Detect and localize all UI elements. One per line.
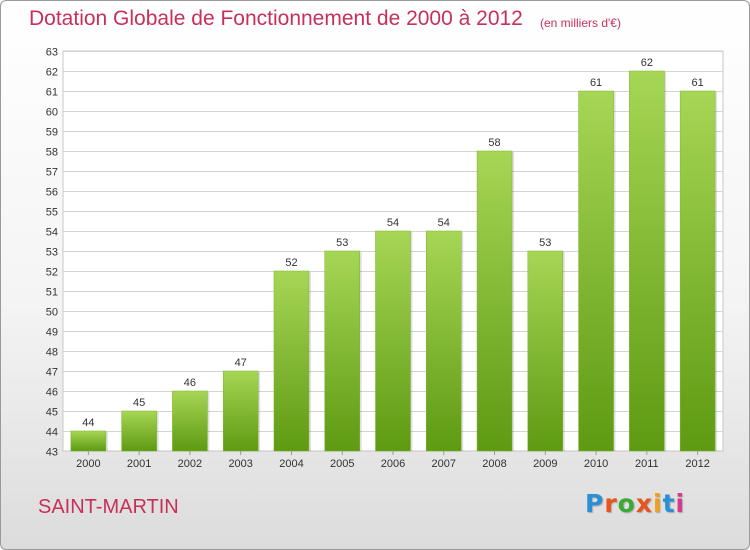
bar-value-label: 54 [438, 217, 450, 229]
y-tick-label: 56 [46, 187, 58, 199]
y-tick-label: 50 [46, 307, 58, 319]
bar-value-label: 61 [590, 77, 602, 89]
bar-layer [70, 70, 718, 452]
x-tick-label: 2009 [533, 458, 557, 470]
bar-value-label: 52 [285, 257, 297, 269]
y-tick-label: 54 [46, 227, 58, 239]
bar [121, 410, 157, 452]
commune-name: SAINT-MARTIN [38, 496, 179, 518]
y-tick-label: 59 [46, 127, 58, 139]
bar [426, 230, 462, 452]
logo-letter: i [653, 489, 663, 518]
x-tick-label: 2001 [127, 458, 151, 470]
x-tick-label: 2011 [635, 458, 659, 470]
x-tick-label: 2000 [76, 458, 100, 470]
x-tick-label: 2010 [584, 458, 608, 470]
logo-letter: o [617, 489, 636, 518]
bar-value-label: 44 [82, 417, 94, 429]
bar-value-label: 62 [641, 57, 653, 69]
x-tick-label: 2007 [432, 458, 456, 470]
y-tick-label: 43 [46, 447, 58, 459]
proxiti-logo[interactable]: Proxiti [585, 489, 685, 518]
x-tick-label: 2004 [279, 458, 303, 470]
bar-value-label: 58 [488, 137, 500, 149]
x-tick-label: 2005 [330, 458, 354, 470]
x-tick-label: 2002 [178, 458, 202, 470]
x-tick-label: 2012 [685, 458, 709, 470]
bar [679, 90, 716, 452]
bar [273, 270, 310, 452]
y-tick-label: 55 [46, 207, 58, 219]
bar-value-label: 53 [539, 237, 551, 249]
y-tick-label: 49 [46, 327, 58, 339]
logo-letter: P [585, 489, 605, 518]
logo-letter: t [662, 489, 676, 518]
y-tick-label: 46 [46, 387, 58, 399]
bar [527, 250, 564, 452]
y-tick-label: 58 [46, 147, 58, 159]
y-tick-label: 48 [46, 347, 58, 359]
bar [324, 250, 360, 452]
y-tick-label: 62 [46, 67, 58, 79]
bar-value-label: 47 [235, 357, 247, 369]
bar-value-label: 61 [691, 77, 703, 89]
y-tick-label: 60 [46, 107, 58, 119]
y-tick-label: 44 [46, 427, 58, 439]
bar [70, 430, 107, 452]
bar [172, 390, 208, 452]
bar-value-label: 54 [387, 217, 399, 229]
bar [476, 150, 513, 452]
y-tick-label: 63 [46, 47, 58, 59]
bar [629, 70, 665, 452]
chart-title: Dotation Globale de Fonctionnement de 20… [29, 7, 523, 30]
y-tick-label: 51 [46, 287, 58, 299]
bar-value-label: 46 [184, 377, 196, 389]
bar [222, 370, 259, 452]
y-tick-label: 57 [46, 167, 58, 179]
x-tick-label: 2006 [381, 458, 405, 470]
bar [578, 90, 614, 452]
bar [375, 230, 411, 452]
label-layer: 43 44 45 46 47 48 49 50 51 52 53 54 55 56 57 58 59 60 61 62… [46, 47, 710, 471]
logo-letter: r [604, 489, 618, 518]
x-tick-label: 2008 [482, 458, 506, 470]
chart-unit: (en milliers d'€) [540, 16, 621, 30]
y-tick-label: 53 [46, 247, 58, 259]
x-tick-label: 2003 [228, 458, 252, 470]
y-tick-label: 61 [46, 87, 58, 99]
y-tick-label: 45 [46, 407, 58, 419]
y-tick-label: 52 [46, 267, 58, 279]
logo-letter: i [675, 489, 686, 518]
logo-letter: x [635, 489, 653, 518]
bar-value-label: 45 [133, 397, 145, 409]
bar-value-label: 53 [336, 237, 348, 249]
y-tick-label: 47 [46, 367, 58, 379]
